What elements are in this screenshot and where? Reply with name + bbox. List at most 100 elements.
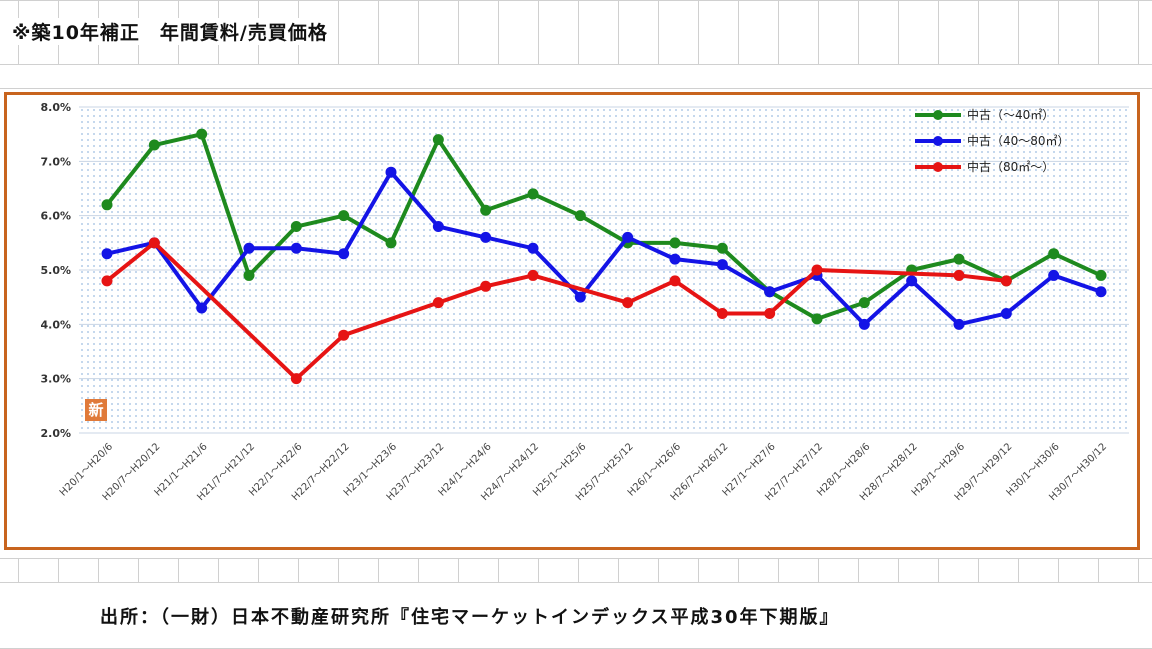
sheet-vline [1138, 0, 1139, 64]
sheet-vline [778, 0, 779, 64]
sheet-vline [18, 558, 19, 582]
data-point [527, 242, 539, 254]
new-badge: 新 [85, 399, 107, 421]
legend-label: 中古（～40㎡） [967, 107, 1054, 122]
data-point [480, 231, 492, 243]
y-tick-label: 8.0% [40, 101, 71, 114]
y-tick-label: 3.0% [40, 373, 71, 386]
sheet-vline [578, 0, 579, 64]
data-point [716, 307, 728, 319]
y-tick-label: 6.0% [40, 210, 71, 223]
sheet-vline [418, 558, 419, 582]
sheet-vline [658, 0, 659, 64]
legend-label: 中古（40～80㎡） [967, 133, 1070, 148]
legend-marker [933, 136, 943, 146]
sheet-vline [978, 558, 979, 582]
data-point [148, 237, 160, 249]
sheet-vline [58, 558, 59, 582]
data-point [385, 237, 397, 249]
sheet-vline [178, 558, 179, 582]
sheet-vline [498, 558, 499, 582]
data-point [338, 210, 350, 222]
data-point [432, 221, 444, 233]
sheet-vline [578, 558, 579, 582]
data-point [1048, 269, 1060, 281]
data-point [574, 210, 586, 222]
chart-frame: 8.0% 7.0% 6.0% 5.0% 4.0% 3.0% 2.0% H20/1～H20/6 H… [4, 92, 1140, 550]
sheet-vline [258, 558, 259, 582]
sheet-vline [658, 558, 659, 582]
data-point [953, 318, 965, 330]
sheet-vline [698, 558, 699, 582]
data-point [1095, 269, 1107, 281]
sheet-vline [338, 558, 339, 582]
sheet-vline [858, 0, 859, 64]
data-point [101, 248, 113, 260]
sheet-vline [898, 0, 899, 64]
sheet-vline [938, 0, 939, 64]
legend-marker [933, 162, 943, 172]
legend-marker [933, 110, 943, 120]
sheet-vline [938, 558, 939, 582]
source-note: 出所：（一財）日本不動産研究所『住宅マーケットインデックス平成30年下期版』 [96, 603, 844, 629]
data-point [1000, 275, 1012, 287]
sheet-vline [538, 558, 539, 582]
data-point [1095, 286, 1107, 298]
sheet-vline [458, 0, 459, 64]
data-point [148, 139, 160, 151]
sheet-vline [618, 558, 619, 582]
sheet-vline [898, 558, 899, 582]
data-point [290, 242, 302, 254]
sheet-vline [498, 0, 499, 64]
data-point [480, 280, 492, 292]
data-point [196, 128, 208, 140]
sheet-vline [778, 558, 779, 582]
data-point [716, 242, 728, 254]
data-point [858, 297, 870, 309]
sheet-vline [98, 558, 99, 582]
sheet-hline [0, 88, 1152, 89]
data-point [953, 269, 965, 281]
series-line-1 [106, 170, 1102, 327]
sheet-vline [458, 558, 459, 582]
sheet-vline [1098, 0, 1099, 64]
sheet-vline [818, 558, 819, 582]
sheet-vline [1058, 558, 1059, 582]
data-point [243, 242, 255, 254]
data-point [432, 297, 444, 309]
series-line-2 [105, 240, 1007, 381]
data-point [196, 302, 208, 314]
sheet-vline [1018, 558, 1019, 582]
data-point [338, 329, 350, 341]
data-point [1000, 307, 1012, 319]
sheet-vline [1138, 558, 1139, 582]
sheet-vline [378, 558, 379, 582]
sheet-vline [1018, 0, 1019, 64]
data-point [574, 291, 586, 303]
data-point [622, 231, 634, 243]
data-point [622, 297, 634, 309]
sheet-vline [1098, 558, 1099, 582]
sheet-vline [218, 558, 219, 582]
data-point [906, 275, 918, 287]
sheet-vline [738, 558, 739, 582]
data-point [669, 253, 681, 265]
sheet-vline [738, 0, 739, 64]
y-tick-label: 4.0% [40, 318, 71, 331]
sheet-vline [1058, 0, 1059, 64]
data-point [290, 373, 302, 385]
sheet-vline [698, 0, 699, 64]
data-point [527, 269, 539, 281]
data-point [385, 166, 397, 178]
y-tick-label: 2.0% [40, 427, 71, 440]
legend-label: 中古（80㎡～） [967, 159, 1054, 174]
data-point [811, 264, 823, 276]
sheet-vline [538, 0, 539, 64]
sheet-vline [978, 0, 979, 64]
data-point [527, 188, 539, 200]
data-point [764, 286, 776, 298]
data-point [858, 318, 870, 330]
data-point [101, 275, 113, 287]
sheet-hline [0, 582, 1152, 583]
page-title: ※築10年補正 年間賃料/売買価格 [8, 18, 332, 45]
